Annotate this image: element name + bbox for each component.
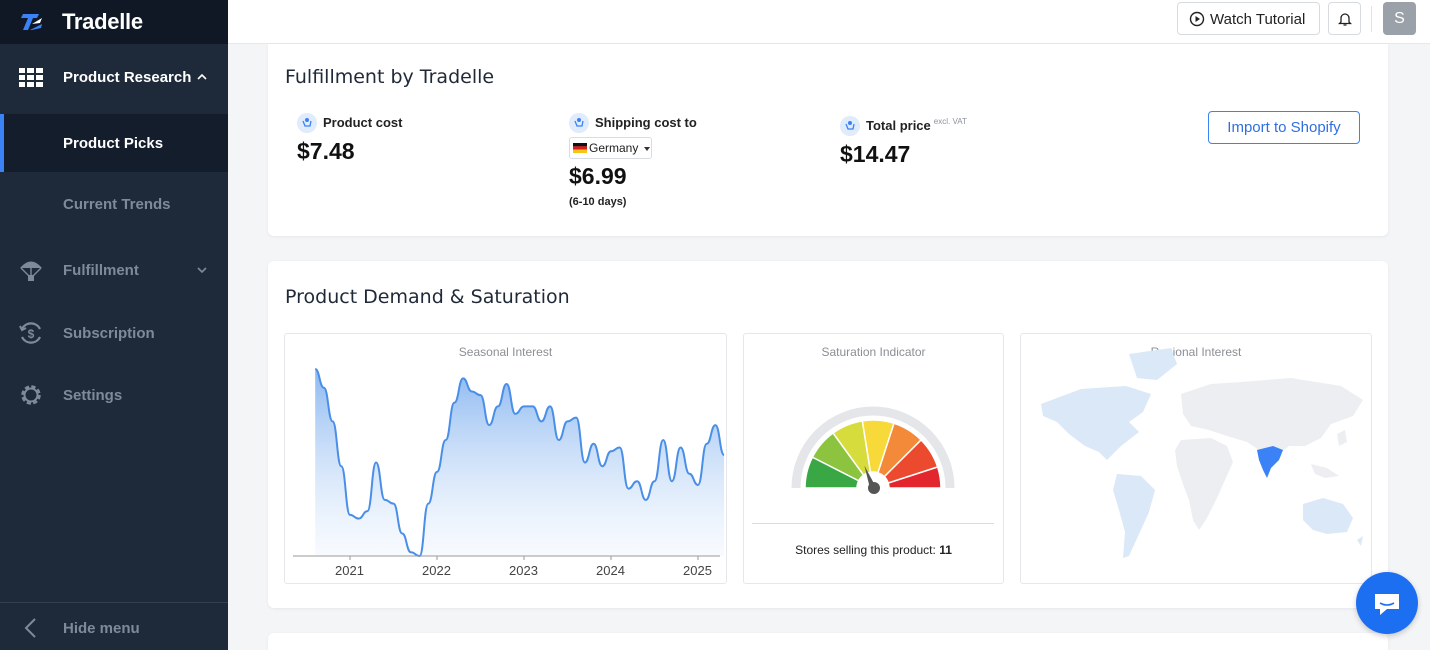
next-card <box>268 633 1388 650</box>
shipping-days: (6-10 days) <box>569 196 627 208</box>
regional-interest-panel: Regional Interest <box>1020 333 1372 584</box>
fulfillment-title: Fulfillment by Tradelle <box>285 66 495 88</box>
tradelle-logo-icon <box>21 14 42 30</box>
sidebar-item-label: Product Picks <box>63 134 164 152</box>
play-circle-icon <box>1189 11 1205 27</box>
sidebar-item-current-trends[interactable]: Current Trends <box>0 186 228 222</box>
seasonal-interest-panel: Seasonal Interest 2021 2022 2023 2024 20… <box>284 333 727 584</box>
saturation-indicator-title: Saturation Indicator <box>821 345 926 359</box>
sidebar: Tradelle Product Research Product Picks … <box>0 0 228 650</box>
tick-label: 2024 <box>596 563 625 578</box>
tick-label: 2025 <box>683 563 712 578</box>
caret-down-icon <box>644 147 650 151</box>
chat-icon <box>1375 594 1399 615</box>
parachute-icon <box>20 261 42 281</box>
grid-icon <box>19 68 43 87</box>
demand-title: Product Demand & Saturation <box>285 286 570 308</box>
fulfillment-card: Fulfillment by Tradelle Product cost $7.… <box>268 44 1388 236</box>
shipping-cost-label: Shipping cost to <box>595 115 697 130</box>
app-name: Tradelle <box>62 9 143 34</box>
saturation-gauge <box>791 406 955 494</box>
chevron-left-icon <box>24 618 36 638</box>
chevron-down-icon <box>197 267 207 274</box>
watch-tutorial-label: Watch Tutorial <box>1210 11 1306 28</box>
sidebar-item-settings[interactable]: Settings <box>0 377 228 413</box>
seasonal-interest-chart <box>293 368 726 560</box>
gauge-needle <box>864 465 880 494</box>
sidebar-item-product-picks[interactable]: Product Picks <box>0 114 228 172</box>
top-bar: Watch Tutorial S <box>228 0 1430 44</box>
needle-hub <box>868 482 880 494</box>
sidebar-item-fulfillment[interactable]: Fulfillment <box>0 252 228 288</box>
sidebar-item-label: Product Research <box>63 68 192 86</box>
svg-text:$: $ <box>28 327 35 341</box>
seasonal-line <box>314 368 726 558</box>
dollar-cycle-icon: $ <box>19 322 41 344</box>
map-old-world <box>1175 378 1363 530</box>
notifications-button[interactable] <box>1328 2 1361 35</box>
hand-coin-icon <box>569 113 589 133</box>
logo[interactable]: Tradelle <box>0 0 228 44</box>
total-price-value: $14.47 <box>840 141 911 167</box>
sidebar-item-label: Settings <box>63 386 123 404</box>
stores-divider <box>752 523 994 524</box>
tick-label: 2021 <box>335 563 364 578</box>
bell-icon <box>1338 13 1352 26</box>
x-ticks <box>349 556 699 560</box>
hand-coin-icon <box>840 116 860 136</box>
gauge-rim <box>791 406 955 489</box>
country-select[interactable]: Germany <box>569 137 652 159</box>
sidebar-item-label: Subscription <box>63 324 155 342</box>
import-to-shopify-button[interactable]: Import to Shopify <box>1208 111 1360 144</box>
scrollbar[interactable] <box>1425 44 1430 650</box>
gauge-segments <box>804 419 942 489</box>
product-cost-value: $7.48 <box>297 138 355 164</box>
tick-label: 2022 <box>422 563 451 578</box>
country-select-value: Germany <box>589 141 639 155</box>
excl-vat-note: excl. VAT <box>933 117 967 126</box>
sidebar-item-label: Current Trends <box>63 195 171 213</box>
shipping-cost-value: $6.99 <box>569 163 627 189</box>
chat-button[interactable] <box>1356 572 1418 634</box>
watch-tutorial-button[interactable]: Watch Tutorial <box>1177 2 1320 35</box>
stores-label: Stores selling this product: <box>795 543 936 557</box>
india-highlight <box>1257 446 1283 478</box>
seasonal-interest-title: Seasonal Interest <box>458 345 553 359</box>
map-australia <box>1303 498 1353 534</box>
product-cost-label: Product cost <box>323 115 403 130</box>
total-price-label-wrap: Total price excl. VAT <box>866 117 967 133</box>
topbar-separator <box>1371 6 1372 32</box>
demand-card: Product Demand & Saturation Seasonal Int… <box>268 261 1388 608</box>
avatar[interactable]: S <box>1383 2 1416 35</box>
sidebar-item-label: Fulfillment <box>63 261 139 279</box>
saturation-indicator-panel: Saturation Indicator Stores selling this… <box>743 333 1004 584</box>
map-newzealand <box>1357 536 1363 546</box>
gauge-hub-bg <box>857 472 889 488</box>
stores-selling: Stores selling this product: 11 <box>744 543 1003 557</box>
map-americas <box>1041 348 1177 558</box>
germany-flag-icon <box>573 143 587 153</box>
total-price-label: Total price <box>866 118 931 133</box>
hide-menu-label: Hide menu <box>63 619 140 637</box>
tick-label: 2023 <box>509 563 538 578</box>
hand-coin-icon <box>297 113 317 133</box>
hide-menu-button[interactable]: Hide menu <box>0 612 228 644</box>
sidebar-item-product-research[interactable]: Product Research <box>0 58 228 96</box>
world-map <box>1041 348 1363 558</box>
sidebar-item-subscription[interactable]: $ Subscription <box>0 315 228 351</box>
gear-icon <box>21 385 41 405</box>
sidebar-divider <box>0 602 228 603</box>
chevron-up-icon <box>197 73 207 80</box>
stores-count: 11 <box>939 543 952 557</box>
seasonal-area <box>315 369 725 556</box>
